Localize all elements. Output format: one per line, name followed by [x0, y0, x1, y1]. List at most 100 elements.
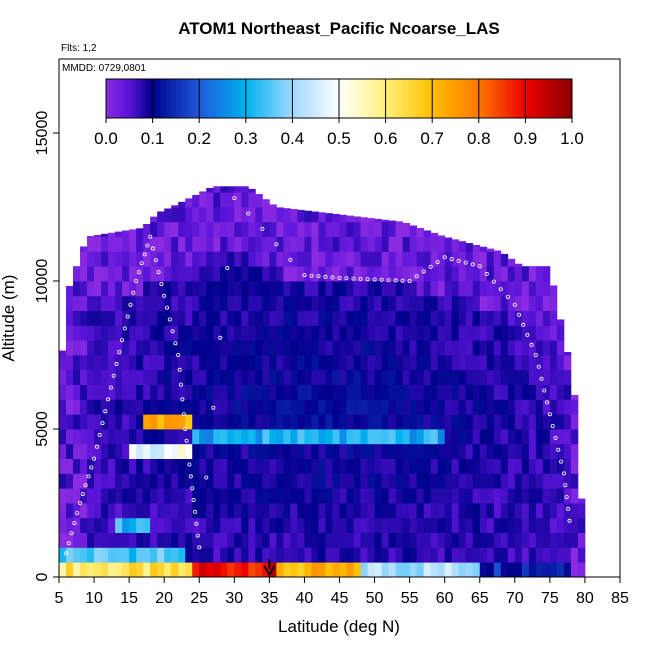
- colorbar-segment: [405, 79, 410, 118]
- heatmap-cell: [395, 355, 404, 371]
- heatmap-cell: [234, 369, 242, 385]
- heatmap-cell: [178, 236, 186, 252]
- heatmap-cell: [101, 355, 109, 371]
- colorbar-segment: [552, 79, 556, 118]
- heatmap-cell: [171, 295, 179, 311]
- heatmap-cell: [241, 281, 249, 297]
- heatmap-cell: [59, 429, 67, 445]
- heatmap-cell: [73, 517, 81, 533]
- heatmap-cell: [269, 266, 277, 282]
- heatmap-cell: [94, 266, 102, 282]
- heatmap-cell: [521, 503, 530, 519]
- heatmap-cell: [311, 340, 319, 356]
- heatmap-cell: [220, 186, 228, 193]
- heatmap-cell: [507, 547, 516, 563]
- heatmap-cell: [248, 562, 256, 578]
- heatmap-cell: [241, 295, 249, 311]
- heatmap-cell: [430, 532, 439, 548]
- colorbar-segment: [329, 79, 333, 118]
- track-point: [525, 332, 530, 337]
- heatmap-cell: [367, 221, 375, 237]
- heatmap-cell: [87, 266, 95, 282]
- heatmap-cell: [269, 340, 277, 356]
- heatmap-cell: [304, 221, 312, 237]
- heatmap-cell: [542, 429, 551, 445]
- heatmap-cell: [213, 384, 221, 400]
- colorbar-segment: [438, 79, 443, 118]
- heatmap-cell: [486, 266, 495, 282]
- heatmap-cell: [269, 221, 277, 237]
- heatmap-cell: [577, 517, 586, 533]
- heatmap-cell: [395, 517, 404, 533]
- heatmap-cell: [178, 295, 186, 311]
- heatmap-cell: [367, 340, 375, 356]
- heatmap-cell: [227, 281, 235, 297]
- colorbar-segment: [159, 79, 164, 118]
- track-point: [64, 551, 69, 556]
- heatmap-cell: [192, 562, 200, 578]
- heatmap-cell: [507, 310, 516, 326]
- heatmap-cell: [423, 236, 432, 252]
- heatmap-cell: [472, 355, 481, 371]
- heatmap-cell: [164, 458, 172, 474]
- colorbar-segment: [122, 79, 127, 118]
- heatmap-cell: [80, 281, 88, 297]
- heatmap-cell: [318, 458, 326, 474]
- heatmap-cell: [381, 251, 389, 267]
- heatmap-cell: [87, 340, 95, 356]
- heatmap-cell: [374, 369, 382, 385]
- heatmap-cell: [353, 221, 361, 237]
- heatmap-cell: [437, 547, 446, 563]
- heatmap-cell: [339, 532, 347, 548]
- colorbar-segment: [528, 79, 533, 118]
- colorbar-segment: [272, 79, 277, 118]
- heatmap-cell: [227, 369, 235, 385]
- heatmap-cell: [199, 399, 207, 415]
- colorbar-tick-label: 0.4: [281, 129, 305, 148]
- heatmap-cell: [367, 532, 375, 548]
- colorbar-tick-label: 0.1: [141, 129, 165, 148]
- heatmap-cell: [514, 503, 523, 519]
- heatmap-cell: [416, 384, 425, 400]
- heatmap-cell: [486, 458, 495, 474]
- heatmap-cell: [297, 340, 305, 356]
- heatmap-cell: [129, 251, 137, 267]
- colorbar-segment: [382, 79, 387, 118]
- heatmap-cell: [290, 295, 298, 311]
- heatmap-cell: [290, 458, 298, 474]
- track-point: [449, 257, 454, 262]
- track-point: [131, 290, 136, 295]
- heatmap-cell: [178, 325, 186, 341]
- heatmap-cell: [283, 503, 291, 519]
- colorbar-tick-label: 0.7: [420, 129, 444, 148]
- heatmap-cell: [423, 295, 432, 311]
- heatmap-cell: [192, 414, 200, 430]
- heatmap-cell: [451, 429, 460, 445]
- heatmap-cell: [493, 266, 502, 282]
- heatmap-cell: [227, 355, 235, 371]
- heatmap-cell: [402, 236, 411, 252]
- x-tick-label: 35: [260, 590, 278, 607]
- heatmap-cell: [290, 355, 298, 371]
- heatmap-cell: [136, 251, 144, 267]
- heatmap-cell: [444, 503, 453, 519]
- heatmap-cell: [479, 325, 488, 341]
- heatmap-cell: [374, 384, 382, 400]
- heatmap-cell: [213, 517, 221, 533]
- heatmap-cell: [150, 503, 158, 519]
- heatmap-cell: [227, 325, 235, 341]
- colorbar-segment: [482, 79, 486, 118]
- heatmap-cell: [430, 355, 439, 371]
- heatmap-cell: [451, 310, 460, 326]
- track-point: [167, 317, 172, 322]
- heatmap-cell: [570, 503, 579, 519]
- colorbar-segment: [342, 79, 347, 118]
- heatmap-cell: [353, 340, 361, 356]
- heatmap-cell: [276, 340, 284, 356]
- colorbar-segment: [448, 79, 453, 118]
- heatmap-cell: [423, 230, 432, 237]
- heatmap-cell: [248, 207, 256, 223]
- heatmap-cell: [318, 473, 326, 489]
- heatmap-cell: [409, 225, 418, 237]
- colorbar-segment: [548, 79, 553, 118]
